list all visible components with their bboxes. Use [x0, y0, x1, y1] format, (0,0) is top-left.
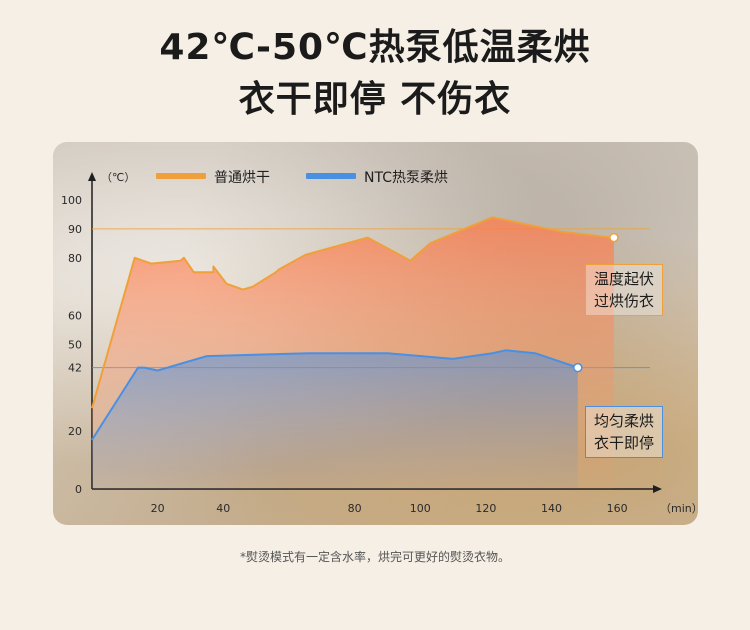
x-tick-label-80: 80	[348, 502, 362, 515]
y-tick-label-42: 42	[68, 362, 82, 375]
x-tick-label-100: 100	[410, 502, 431, 515]
x-tick-label-160: 160	[607, 502, 628, 515]
y-tick-label-60: 60	[68, 310, 82, 323]
annotation-blue: 均匀柔烘 衣干即停	[585, 406, 664, 458]
y-axis-unit: （℃）	[101, 171, 135, 184]
temperature-chart: （℃） （min） 0 20 42 50 60 80 90 100 20 40 80 100 120 140 1…	[61, 170, 698, 515]
annotation-orange-line1: 温度起伏	[594, 270, 655, 288]
annotation-orange: 温度起伏 过烘伤衣	[585, 264, 664, 316]
x-tick-label-140: 140	[541, 502, 562, 515]
series-line-1	[91, 216, 614, 409]
y-tick-label-100: 100	[61, 194, 82, 207]
x-tick-label-40: 40	[216, 502, 230, 515]
series-area-2	[92, 350, 578, 489]
x-tick-label-120: 120	[475, 502, 496, 515]
annotation-blue-line1: 均匀柔烘	[594, 412, 655, 430]
series-end-marker-2	[573, 362, 583, 373]
y-tick-label-0: 0	[75, 483, 82, 496]
footnote: *熨烫模式有一定含水率，烘完可更好的熨烫衣物。	[239, 550, 510, 564]
y-tick-label-80: 80	[68, 252, 82, 265]
legend-label-2: NTC热泵柔烘	[364, 170, 448, 186]
annotation-blue-line2: 衣干即停	[594, 434, 655, 452]
y-tick-label-90: 90	[68, 223, 82, 236]
annotation-orange-line2: 过烘伤衣	[594, 292, 655, 310]
legend-swatch-2	[306, 173, 356, 179]
headline-line2: 衣干即停 不伤衣	[238, 79, 512, 120]
x-tick-label-20: 20	[151, 502, 165, 515]
legend-label-1: 普通烘干	[214, 170, 270, 186]
y-tick-label-20: 20	[68, 425, 82, 438]
x-axis-unit: （min）	[660, 502, 698, 515]
x-axis-arrow	[653, 485, 662, 493]
y-tick-label-50: 50	[68, 339, 82, 352]
headline-line1: 42℃-50℃热泵低温柔烘	[159, 27, 591, 68]
y-axis-arrow	[88, 172, 96, 181]
series-end-marker-1	[609, 232, 619, 243]
legend-swatch-1	[156, 173, 206, 179]
chart-card: （℃） （min） 0 20 42 50 60 80 90 100 20 40 80 100 120 140 1…	[53, 142, 698, 525]
series-line-2	[91, 349, 579, 441]
